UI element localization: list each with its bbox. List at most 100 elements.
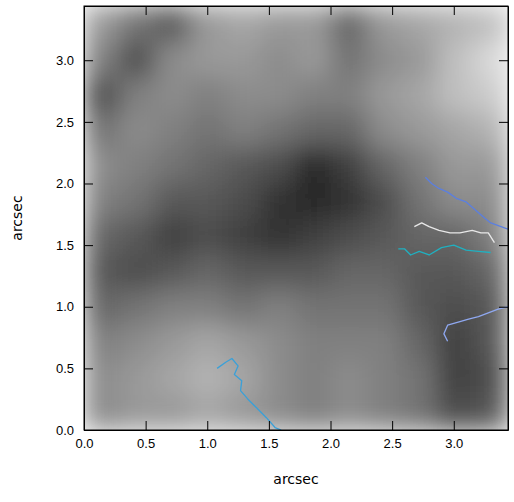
tick-label: 3.0 bbox=[56, 53, 74, 68]
cell bbox=[261, 41, 297, 77]
cell bbox=[296, 289, 332, 325]
cell bbox=[119, 147, 155, 183]
cell bbox=[473, 41, 508, 77]
cell bbox=[473, 324, 508, 360]
tick-label: 0.0 bbox=[75, 436, 93, 451]
tick bbox=[499, 368, 508, 369]
cell bbox=[402, 253, 438, 289]
tick: 1.5 bbox=[260, 421, 278, 451]
x-axis-title: arcsec bbox=[273, 471, 318, 487]
tick-mark bbox=[331, 6, 332, 15]
image bbox=[84, 6, 508, 430]
trajectory bbox=[414, 223, 494, 243]
cell bbox=[296, 324, 332, 360]
trajectory bbox=[217, 359, 281, 430]
cell bbox=[402, 183, 438, 219]
cell bbox=[190, 359, 226, 395]
cell bbox=[296, 218, 332, 254]
cell bbox=[473, 359, 508, 395]
cell bbox=[367, 147, 403, 183]
tick: 0.5 bbox=[56, 361, 93, 376]
tick-mark bbox=[499, 122, 508, 123]
trajectory bbox=[444, 307, 508, 342]
cell bbox=[190, 41, 226, 77]
cell bbox=[367, 77, 403, 113]
tick: 2.0 bbox=[56, 176, 93, 191]
cell bbox=[261, 183, 297, 219]
tick bbox=[331, 6, 332, 15]
cell bbox=[296, 77, 332, 113]
tick-mark bbox=[84, 60, 93, 61]
cell bbox=[190, 147, 226, 183]
cell bbox=[119, 41, 155, 77]
cell bbox=[473, 147, 508, 183]
tick-mark bbox=[499, 368, 508, 369]
cell bbox=[331, 77, 367, 113]
tick bbox=[499, 60, 508, 61]
tick: 1.0 bbox=[56, 299, 93, 314]
cell bbox=[155, 218, 191, 254]
cell bbox=[261, 395, 297, 430]
cell bbox=[119, 359, 155, 395]
cell bbox=[296, 41, 332, 77]
cell bbox=[437, 112, 473, 148]
cell bbox=[119, 253, 155, 289]
cell bbox=[367, 395, 403, 430]
cell bbox=[84, 253, 120, 289]
cell bbox=[296, 147, 332, 183]
cell bbox=[190, 289, 226, 325]
cell bbox=[84, 183, 120, 219]
cell bbox=[225, 41, 261, 77]
tick-mark bbox=[269, 421, 270, 430]
cell bbox=[367, 218, 403, 254]
tick-mark bbox=[499, 183, 508, 184]
cell bbox=[437, 359, 473, 395]
cell bbox=[225, 77, 261, 113]
cell bbox=[155, 253, 191, 289]
cell bbox=[367, 6, 403, 42]
tick: 2.5 bbox=[384, 421, 402, 451]
cell bbox=[402, 77, 438, 113]
cell bbox=[296, 112, 332, 148]
cell bbox=[119, 77, 155, 113]
cell bbox=[84, 41, 120, 77]
cell bbox=[296, 395, 332, 430]
cell bbox=[261, 253, 297, 289]
cell bbox=[402, 41, 438, 77]
frame bbox=[84, 6, 508, 430]
tick-mark bbox=[454, 6, 455, 15]
cell bbox=[84, 147, 120, 183]
cell bbox=[331, 112, 367, 148]
cell bbox=[225, 253, 261, 289]
cell bbox=[261, 112, 297, 148]
axis bbox=[499, 7, 509, 431]
tick: 2.0 bbox=[322, 421, 340, 451]
cell bbox=[261, 77, 297, 113]
cell bbox=[296, 183, 332, 219]
tick-mark bbox=[331, 421, 332, 430]
cell bbox=[190, 395, 226, 430]
cell bbox=[261, 6, 297, 42]
cell bbox=[402, 6, 438, 42]
tick-label: 2.0 bbox=[56, 176, 74, 191]
cell bbox=[367, 41, 403, 77]
cell bbox=[437, 253, 473, 289]
tick bbox=[207, 6, 208, 15]
cell bbox=[331, 6, 367, 42]
cell bbox=[437, 41, 473, 77]
tick bbox=[146, 6, 147, 15]
cell bbox=[296, 359, 332, 395]
chart: 0.00.51.01.52.02.53.00.00.51.01.52.02.53… bbox=[0, 0, 514, 502]
cell bbox=[190, 218, 226, 254]
tick-mark bbox=[207, 6, 208, 15]
cell bbox=[331, 253, 367, 289]
cell bbox=[155, 289, 191, 325]
cell bbox=[437, 6, 473, 42]
cell bbox=[331, 218, 367, 254]
cell bbox=[261, 218, 297, 254]
cell bbox=[190, 183, 226, 219]
tick-label: 2.0 bbox=[322, 436, 340, 451]
tick-mark bbox=[84, 307, 93, 308]
axis: 0.00.51.01.52.02.53.0 bbox=[75, 421, 508, 451]
tick-label: 1.0 bbox=[56, 299, 74, 314]
